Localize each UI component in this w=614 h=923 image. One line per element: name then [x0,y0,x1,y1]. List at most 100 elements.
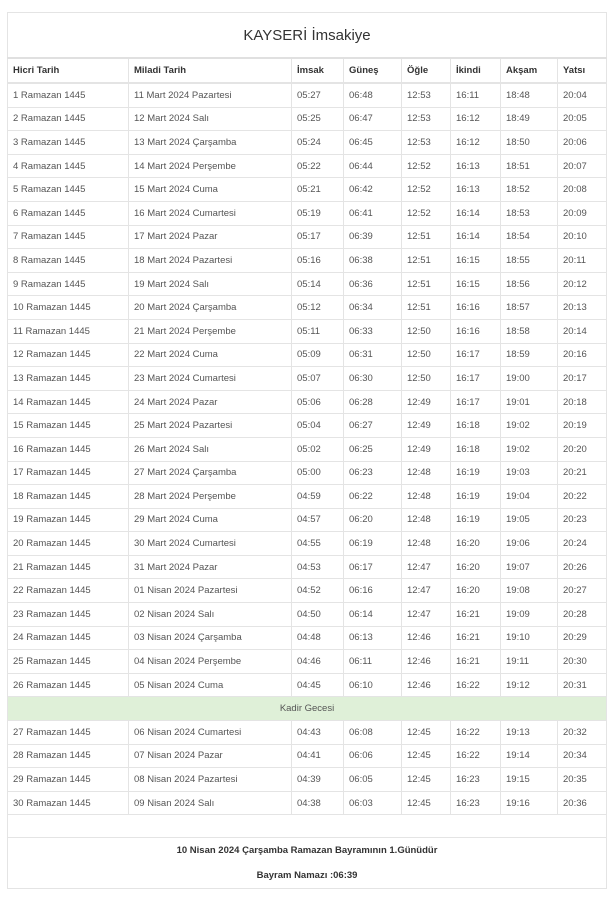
cell-yatsi: 20:32 [556,720,608,745]
cell-gunes: 06:19 [343,531,402,556]
cell-miladi: 04 Nisan 2024 Perşembe [128,649,292,674]
table-row: 26 Ramazan 1445 05 Nisan 2024 Cuma 04:45 06… [7,672,608,698]
cell-aksam: 18:52 [500,177,558,202]
imsakiye-table: KAYSERİ İmsakiye Hicri Tarih Miladi Tarih… [6,12,608,890]
cell-hicri: 26 Ramazan 1445 [7,672,129,698]
cell-yatsi: 20:29 [556,625,608,651]
cell-ogle: 12:49 [401,389,451,415]
table-row: 20 Ramazan 1445 30 Mart 2024 Cumartesi 04:… [7,531,608,556]
cell-aksam: 19:00 [500,366,558,391]
column-header-miladi: Miladi Tarih [128,57,292,84]
table-row: 14 Ramazan 1445 24 Mart 2024 Pazar 05:06 06… [7,389,608,415]
cell-hicri: 28 Ramazan 1445 [7,743,129,769]
cell-aksam: 18:49 [500,106,558,132]
cell-imsak: 04:39 [291,767,344,792]
table-row: 3 Ramazan 1445 13 Mart 2024 Çarşamba 05:24… [7,130,608,155]
cell-ikindi: 16:23 [450,767,501,792]
cell-hicri: 9 Ramazan 1445 [7,271,129,297]
cell-imsak: 04:52 [291,578,344,604]
cell-hicri: 8 Ramazan 1445 [7,248,129,273]
cell-ikindi: 16:16 [450,318,501,344]
cell-miladi: 06 Nisan 2024 Cumartesi [128,720,292,745]
column-header-imsak: İmsak [291,57,344,84]
cell-miladi: 15 Mart 2024 Cuma [128,177,292,202]
cell-miladi: 05 Nisan 2024 Cuma [128,672,292,698]
cell-imsak: 04:53 [291,554,344,580]
cell-imsak: 05:06 [291,389,344,415]
cell-yatsi: 20:12 [556,271,608,297]
cell-miladi: 08 Nisan 2024 Pazartesi [128,767,292,792]
cell-imsak: 04:50 [291,602,344,627]
cell-yatsi: 20:11 [556,248,608,273]
cell-ikindi: 16:13 [450,177,501,202]
cell-hicri: 24 Ramazan 1445 [7,625,129,651]
page-title: KAYSERİ İmsakiye [6,12,608,59]
cell-imsak: 04:59 [291,484,344,509]
cell-yatsi: 20:36 [556,790,608,816]
table-row: 22 Ramazan 1445 01 Nisan 2024 Pazartesi 04… [7,578,608,604]
table-row: 1 Ramazan 1445 11 Mart 2024 Pazartesi 05:2… [7,82,608,108]
cell-gunes: 06:33 [343,318,402,344]
cell-ikindi: 16:15 [450,248,501,273]
cell-aksam: 18:55 [500,248,558,273]
kadir-gecesi-row: Kadir Gecesi [6,696,608,722]
cell-ikindi: 16:18 [450,413,501,438]
cell-gunes: 06:20 [343,507,402,533]
table-row: 27 Ramazan 1445 06 Nisan 2024 Cumartesi 04… [7,720,608,745]
cell-gunes: 06:23 [343,460,402,486]
cell-imsak: 05:24 [291,130,344,155]
cell-gunes: 06:22 [343,484,402,509]
cell-miladi: 25 Mart 2024 Pazartesi [128,413,292,438]
cell-miladi: 12 Mart 2024 Salı [128,106,292,132]
cell-miladi: 22 Mart 2024 Cuma [128,342,292,368]
cell-aksam: 19:12 [500,672,558,698]
cell-imsak: 05:04 [291,413,344,438]
cell-ikindi: 16:21 [450,625,501,651]
cell-imsak: 05:12 [291,295,344,320]
cell-hicri: 3 Ramazan 1445 [7,130,129,155]
cell-aksam: 18:54 [500,224,558,250]
cell-aksam: 19:16 [500,790,558,816]
cell-ikindi: 16:12 [450,130,501,155]
cell-gunes: 06:39 [343,224,402,250]
table-row: 7 Ramazan 1445 17 Mart 2024 Pazar 05:17 06:… [7,224,608,250]
cell-yatsi: 20:26 [556,554,608,580]
cell-ogle: 12:52 [401,177,451,202]
cell-aksam: 18:51 [500,153,558,179]
cell-yatsi: 20:17 [556,366,608,391]
cell-aksam: 19:02 [500,413,558,438]
bayram-note: 10 Nisan 2024 Çarşamba Ramazan Bayramını… [6,837,608,864]
cell-aksam: 18:53 [500,200,558,226]
table-row: 11 Ramazan 1445 21 Mart 2024 Perşembe 05:1… [7,318,608,344]
cell-imsak: 04:41 [291,743,344,769]
cell-yatsi: 20:24 [556,531,608,556]
imsakiye-container: KAYSERİ İmsakiye Hicri Tarih Miladi Tarih… [6,12,608,890]
cell-imsak: 04:48 [291,625,344,651]
cell-miladi: 02 Nisan 2024 Salı [128,602,292,627]
cell-hicri: 30 Ramazan 1445 [7,790,129,816]
cell-gunes: 06:28 [343,389,402,415]
cell-ikindi: 16:21 [450,649,501,674]
column-header-ogle: Öğle [401,57,451,84]
cell-ikindi: 16:18 [450,436,501,462]
cell-ikindi: 16:22 [450,743,501,769]
cell-ogle: 12:51 [401,295,451,320]
table-row: 19 Ramazan 1445 29 Mart 2024 Cuma 04:57 06:… [7,507,608,533]
cell-miladi: 14 Mart 2024 Perşembe [128,153,292,179]
cell-miladi: 03 Nisan 2024 Çarşamba [128,625,292,651]
cell-miladi: 23 Mart 2024 Cumartesi [128,366,292,391]
cell-ogle: 12:46 [401,625,451,651]
cell-aksam: 18:48 [500,82,558,108]
cell-hicri: 2 Ramazan 1445 [7,106,129,132]
cell-yatsi: 20:20 [556,436,608,462]
cell-aksam: 19:15 [500,767,558,792]
cell-miladi: 31 Mart 2024 Pazar [128,554,292,580]
footer-row: 10 Nisan 2024 Çarşamba Ramazan Bayramını… [6,837,608,864]
cell-ogle: 12:45 [401,720,451,745]
cell-hicri: 22 Ramazan 1445 [7,578,129,604]
cell-ikindi: 16:20 [450,531,501,556]
cell-hicri: 27 Ramazan 1445 [7,720,129,745]
cell-imsak: 05:02 [291,436,344,462]
cell-miladi: 24 Mart 2024 Pazar [128,389,292,415]
column-header-hicri: Hicri Tarih [7,57,129,84]
